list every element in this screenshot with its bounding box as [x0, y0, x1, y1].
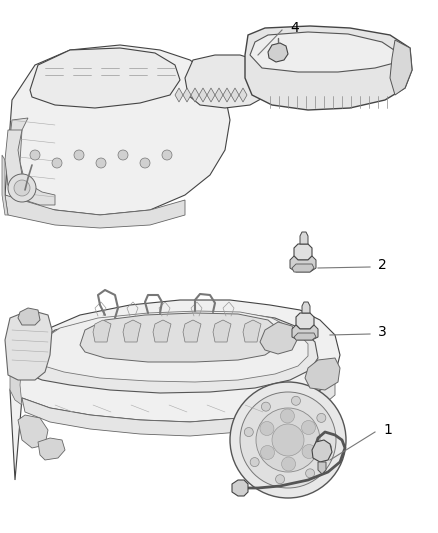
Polygon shape: [18, 415, 48, 448]
Polygon shape: [232, 480, 248, 496]
Circle shape: [276, 475, 285, 484]
Polygon shape: [296, 313, 314, 329]
Circle shape: [260, 422, 274, 435]
Circle shape: [261, 446, 275, 459]
Polygon shape: [10, 300, 340, 480]
Polygon shape: [213, 320, 231, 342]
Polygon shape: [268, 43, 288, 62]
Polygon shape: [294, 244, 312, 260]
Circle shape: [250, 458, 259, 466]
Polygon shape: [305, 358, 340, 390]
Polygon shape: [183, 320, 201, 342]
Polygon shape: [183, 88, 191, 102]
Polygon shape: [191, 88, 199, 102]
Polygon shape: [10, 338, 22, 405]
Polygon shape: [207, 88, 215, 102]
Circle shape: [317, 414, 326, 422]
Polygon shape: [5, 130, 22, 195]
Polygon shape: [294, 333, 316, 340]
Circle shape: [74, 150, 84, 160]
Polygon shape: [30, 312, 318, 393]
Circle shape: [282, 457, 296, 471]
Polygon shape: [153, 320, 171, 342]
Polygon shape: [250, 32, 400, 72]
Polygon shape: [243, 320, 261, 342]
Circle shape: [162, 150, 172, 160]
Circle shape: [140, 158, 150, 168]
Polygon shape: [8, 118, 55, 205]
Polygon shape: [2, 155, 8, 215]
Circle shape: [244, 427, 253, 437]
Circle shape: [302, 445, 316, 458]
Polygon shape: [30, 48, 180, 108]
Polygon shape: [260, 322, 298, 354]
Polygon shape: [300, 232, 308, 244]
Circle shape: [96, 158, 106, 168]
Polygon shape: [223, 88, 231, 102]
Circle shape: [256, 408, 320, 472]
Circle shape: [8, 174, 36, 202]
Circle shape: [118, 150, 128, 160]
Text: 4: 4: [290, 21, 299, 35]
Polygon shape: [239, 88, 247, 102]
Circle shape: [14, 180, 30, 196]
Polygon shape: [199, 88, 207, 102]
Polygon shape: [185, 55, 272, 108]
Polygon shape: [93, 320, 111, 342]
Polygon shape: [302, 302, 310, 313]
Polygon shape: [231, 88, 239, 102]
Circle shape: [291, 397, 300, 405]
Polygon shape: [80, 313, 282, 362]
Circle shape: [280, 409, 294, 423]
Polygon shape: [22, 378, 335, 436]
Circle shape: [30, 150, 40, 160]
Polygon shape: [292, 325, 318, 340]
Polygon shape: [390, 40, 412, 95]
Text: 1: 1: [383, 423, 392, 437]
Polygon shape: [38, 438, 65, 460]
Polygon shape: [290, 256, 316, 272]
Polygon shape: [18, 308, 40, 325]
Polygon shape: [245, 26, 412, 110]
Circle shape: [272, 424, 304, 456]
Polygon shape: [175, 88, 183, 102]
Polygon shape: [38, 311, 308, 382]
Text: 3: 3: [378, 325, 387, 339]
Circle shape: [52, 158, 62, 168]
Circle shape: [301, 421, 315, 434]
Polygon shape: [5, 310, 52, 380]
Circle shape: [261, 402, 270, 411]
Circle shape: [323, 443, 332, 453]
Polygon shape: [318, 462, 326, 474]
Polygon shape: [123, 320, 141, 342]
Polygon shape: [312, 440, 332, 462]
Circle shape: [306, 469, 314, 478]
Polygon shape: [292, 264, 314, 272]
Circle shape: [230, 382, 346, 498]
Polygon shape: [5, 45, 230, 215]
Text: 2: 2: [378, 258, 387, 272]
Polygon shape: [215, 88, 223, 102]
Circle shape: [240, 392, 336, 488]
Polygon shape: [5, 195, 185, 228]
